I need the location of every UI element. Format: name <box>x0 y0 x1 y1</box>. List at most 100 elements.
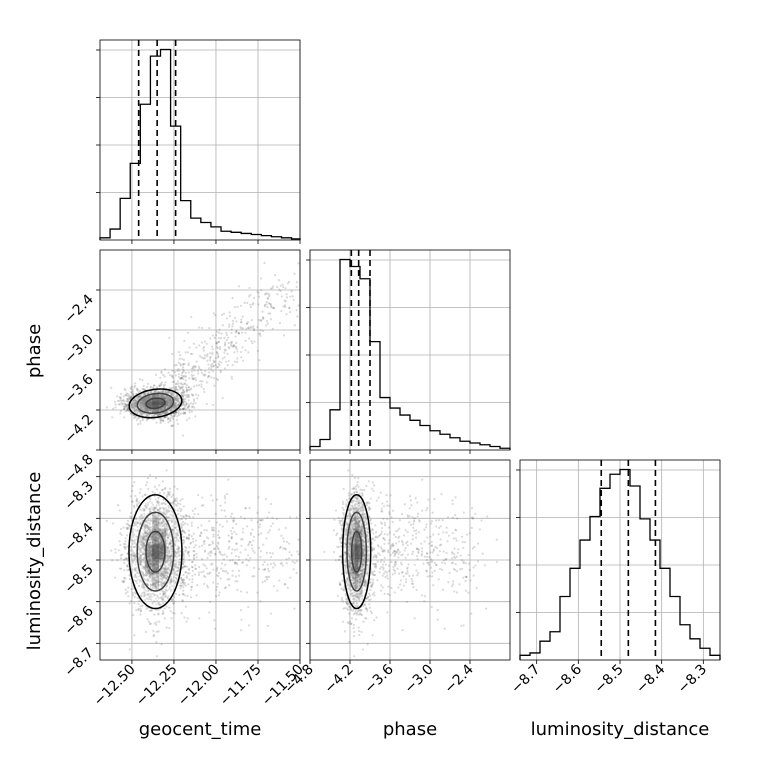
sample-point <box>213 548 216 551</box>
sample-point <box>170 539 173 542</box>
sample-point <box>172 415 175 418</box>
sample-point <box>162 395 165 398</box>
sample-point <box>140 543 143 547</box>
sample-point <box>215 334 218 337</box>
sample-point <box>127 526 130 530</box>
sample-point <box>210 368 213 371</box>
sample-point <box>213 376 216 380</box>
sample-point <box>149 403 153 406</box>
sample-point <box>142 412 145 415</box>
sample-point <box>206 376 210 379</box>
sample-point <box>245 322 248 325</box>
sample-point <box>165 411 168 414</box>
sample-point <box>181 396 185 399</box>
sample-point <box>118 403 121 406</box>
sample-point <box>131 406 134 409</box>
sample-point <box>177 540 180 543</box>
sample-point <box>176 399 180 402</box>
sample-point <box>138 549 141 552</box>
sample-point <box>144 405 147 409</box>
sample-point <box>179 585 182 588</box>
sample-point <box>150 400 153 403</box>
sample-point <box>142 533 145 536</box>
sample-point <box>235 345 238 348</box>
sample-point <box>208 572 211 575</box>
sample-point <box>173 404 177 408</box>
sample-point <box>151 527 154 530</box>
sample-point <box>175 411 178 414</box>
sample-point <box>163 395 166 398</box>
sample-point <box>140 551 143 554</box>
sample-point <box>151 560 154 563</box>
sample-point <box>137 603 140 606</box>
sample-point <box>165 411 168 414</box>
sample-point <box>153 506 156 509</box>
sample-point <box>142 401 146 405</box>
sample-point <box>203 345 206 349</box>
sample-point <box>148 561 151 564</box>
sample-point <box>203 582 206 586</box>
sample-point <box>147 404 150 407</box>
sample-point <box>198 344 201 347</box>
sample-point <box>143 400 146 404</box>
sample-point <box>259 334 262 337</box>
sample-point <box>233 305 237 309</box>
sample-point <box>166 411 169 414</box>
sample-point <box>231 559 234 562</box>
sample-point <box>148 395 152 398</box>
sample-point <box>157 393 160 396</box>
sample-point <box>141 546 144 549</box>
sample-point <box>147 569 150 572</box>
sample-point <box>211 529 214 532</box>
sample-point <box>157 513 160 516</box>
sample-point <box>118 395 121 399</box>
density-cell <box>145 401 153 406</box>
sample-point <box>165 398 168 401</box>
sample-point <box>150 608 153 612</box>
sample-point <box>133 542 136 545</box>
sample-point <box>168 586 171 589</box>
sample-point <box>205 567 208 570</box>
sample-point <box>202 504 205 507</box>
sample-point <box>161 573 164 576</box>
sample-point <box>165 626 168 629</box>
sample-point <box>150 563 153 566</box>
sample-point <box>221 525 224 528</box>
sample-point <box>227 547 230 550</box>
sample-point <box>148 402 152 405</box>
sample-point <box>214 364 217 367</box>
sample-point <box>166 402 169 405</box>
sample-point <box>140 513 143 516</box>
sample-point <box>174 388 177 391</box>
sample-point <box>143 407 146 410</box>
sample-point <box>234 335 237 338</box>
sample-point <box>143 399 146 403</box>
sample-point <box>134 404 137 407</box>
sample-point <box>177 376 181 379</box>
sample-point <box>193 554 196 557</box>
sample-point <box>184 514 187 517</box>
sample-point <box>177 404 180 407</box>
sample-point <box>162 394 165 397</box>
sample-point <box>168 487 172 490</box>
sample-point <box>130 391 133 394</box>
sample-point <box>217 541 220 544</box>
sample-point <box>150 405 153 408</box>
sample-point <box>194 377 197 380</box>
sample-point <box>175 566 178 569</box>
sample-point <box>123 387 126 391</box>
sample-point <box>162 389 165 392</box>
sample-point <box>152 394 156 397</box>
sample-point <box>266 322 269 325</box>
sample-point <box>224 360 227 363</box>
sample-point <box>237 331 240 335</box>
sample-point <box>185 576 188 579</box>
sample-point <box>268 529 271 532</box>
sample-point <box>124 403 127 406</box>
sample-point <box>148 545 152 548</box>
sample-point <box>234 331 237 334</box>
sample-point <box>147 519 150 522</box>
sample-point <box>145 536 148 540</box>
sample-point <box>160 502 164 505</box>
sample-point <box>150 550 153 553</box>
